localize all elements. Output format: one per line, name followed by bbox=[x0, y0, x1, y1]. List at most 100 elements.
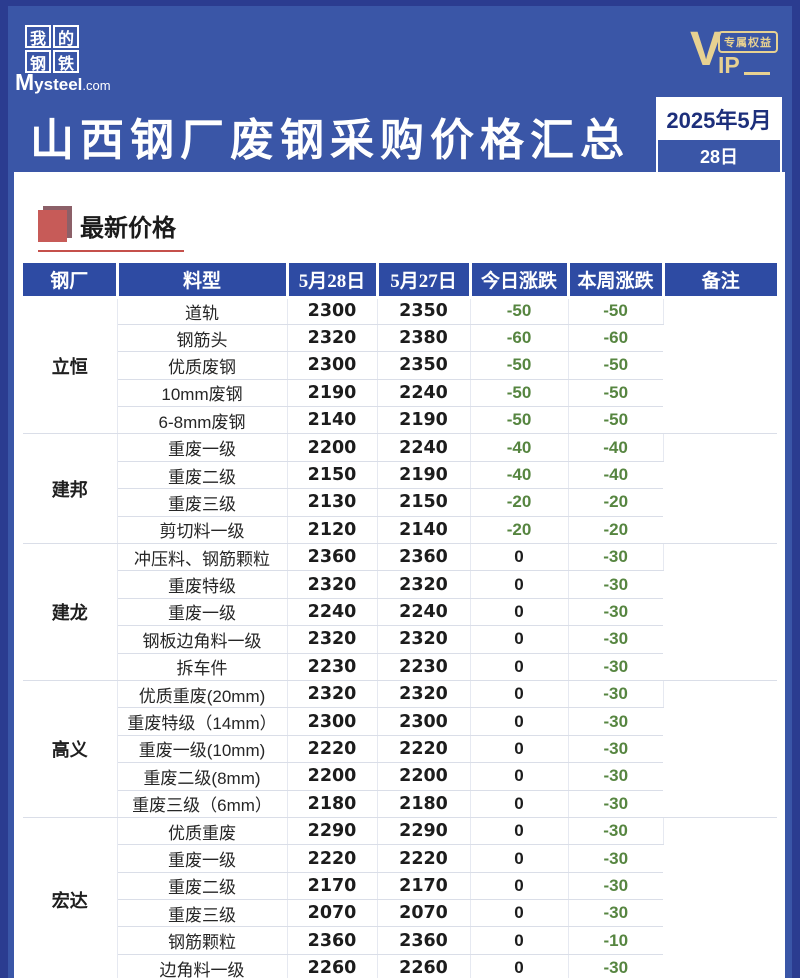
day-change-cell: -40 bbox=[470, 461, 569, 490]
material-cell: 重废三级 bbox=[117, 488, 288, 517]
mill-name-cell: 建邦 bbox=[23, 433, 118, 545]
price-today-cell: 2130 bbox=[287, 488, 378, 517]
week-change-cell: -30 bbox=[568, 543, 664, 572]
logo-domain-suffix: .com bbox=[82, 78, 111, 93]
day-change-cell: 0 bbox=[470, 735, 569, 764]
day-change-cell: -20 bbox=[470, 516, 569, 545]
day-change-cell: -40 bbox=[470, 433, 569, 462]
page-title: 山西钢厂废钢采购价格汇总 bbox=[30, 116, 630, 165]
week-change-cell: -30 bbox=[568, 817, 664, 846]
table-row: 重废三级 2070 2070 0 -30 bbox=[23, 899, 777, 928]
column-header-5: 本周涨跌 bbox=[568, 263, 665, 299]
price-today-cell: 2220 bbox=[287, 735, 378, 764]
logo-char-tie: 铁 bbox=[53, 50, 79, 73]
mill-name-cell: 建龙 bbox=[23, 543, 118, 681]
price-yesterday-cell: 2140 bbox=[377, 516, 471, 545]
week-change-cell: -40 bbox=[568, 461, 663, 490]
material-cell: 6-8mm废钢 bbox=[117, 406, 288, 435]
table-row: 钢板边角料一级 2320 2320 0 -30 bbox=[23, 625, 777, 654]
price-yesterday-cell: 2180 bbox=[377, 790, 471, 818]
week-change-cell: -50 bbox=[568, 351, 663, 380]
material-cell: 重废二级 bbox=[117, 461, 288, 490]
day-change-cell: 0 bbox=[470, 817, 569, 846]
date-month: 2025年5月 bbox=[658, 99, 780, 138]
vip-ip-letters: IP bbox=[718, 52, 740, 78]
day-change-cell: -60 bbox=[470, 324, 569, 353]
price-today-cell: 2190 bbox=[287, 379, 378, 408]
price-yesterday-cell: 2220 bbox=[377, 844, 471, 873]
column-header-1: 料型 bbox=[117, 263, 289, 299]
table-row: 高义 优质重废(20mm) 2320 2320 0 -30 bbox=[23, 680, 777, 818]
week-change-cell: -60 bbox=[568, 324, 663, 353]
column-header-3: 5月27日 bbox=[377, 263, 472, 299]
material-cell: 钢板边角料一级 bbox=[117, 625, 288, 654]
day-change-cell: 0 bbox=[470, 899, 569, 928]
week-change-cell: -30 bbox=[568, 735, 663, 764]
material-cell: 10mm废钢 bbox=[117, 379, 288, 408]
price-today-cell: 2140 bbox=[287, 406, 378, 435]
content-panel: 最新价格 钢厂 料型 5月28日 5月27日 今日涨跌 本周涨跌 备注 立恒 道轨 2300 23… bbox=[14, 172, 785, 978]
vip-right-group: 专属权益 IP bbox=[718, 31, 778, 77]
material-cell: 重废二级 bbox=[117, 872, 288, 901]
price-table-body: 立恒 道轨 2300 2350 -50 -50 钢筋头 2320 2380 -60 -60 优质废钢 2… bbox=[23, 297, 777, 978]
table-row: 重废一级(10mm) 2220 2220 0 -30 bbox=[23, 735, 777, 764]
week-change-cell: -30 bbox=[568, 625, 663, 654]
mysteel-logo: 我 的 钢 铁 Mysteel.com bbox=[15, 25, 111, 100]
table-row: 拆车件 2230 2230 0 -30 bbox=[23, 653, 777, 681]
table-row: 重废二级 2150 2190 -40 -40 bbox=[23, 461, 777, 490]
note-cell bbox=[663, 680, 777, 818]
week-change-cell: -30 bbox=[568, 653, 663, 681]
day-change-cell: 0 bbox=[470, 844, 569, 873]
week-change-cell: -40 bbox=[568, 433, 664, 462]
week-change-cell: -30 bbox=[568, 872, 663, 901]
price-today-cell: 2200 bbox=[287, 762, 378, 791]
week-change-cell: -30 bbox=[568, 790, 663, 818]
table-row: 钢筋颗粒 2360 2360 0 -10 bbox=[23, 926, 777, 955]
day-change-cell: 0 bbox=[470, 707, 569, 736]
price-yesterday-cell: 2190 bbox=[377, 406, 471, 435]
price-yesterday-cell: 2320 bbox=[377, 570, 471, 599]
top-bar: 我 的 钢 铁 Mysteel.com V 专属权益 IP bbox=[8, 6, 792, 100]
week-change-cell: -20 bbox=[568, 516, 663, 545]
price-yesterday-cell: 2320 bbox=[377, 680, 471, 709]
logo-char-wo: 我 bbox=[25, 25, 51, 48]
week-change-cell: -30 bbox=[568, 899, 663, 928]
price-today-cell: 2120 bbox=[287, 516, 378, 545]
vip-privilege-label: 专属权益 bbox=[718, 31, 778, 53]
logo-domain-m: M bbox=[15, 69, 35, 95]
day-change-cell: 0 bbox=[470, 598, 569, 627]
vip-ip-row: IP bbox=[718, 54, 778, 77]
date-box: 2025年5月 28日 bbox=[656, 97, 782, 175]
material-cell: 重废三级 bbox=[117, 899, 288, 928]
price-yesterday-cell: 2360 bbox=[377, 926, 471, 955]
day-change-cell: -20 bbox=[470, 488, 569, 517]
day-change-cell: 0 bbox=[470, 954, 569, 978]
price-yesterday-cell: 2230 bbox=[377, 653, 471, 681]
note-cell bbox=[663, 543, 777, 681]
column-header-0: 钢厂 bbox=[23, 263, 119, 299]
table-row: 重废特级 2320 2320 0 -30 bbox=[23, 570, 777, 599]
price-today-cell: 2260 bbox=[287, 954, 378, 978]
table-row: 建龙 冲压料、钢筋颗粒 2360 2360 0 -30 bbox=[23, 543, 777, 681]
material-cell: 钢筋头 bbox=[117, 324, 288, 353]
red-square-icon bbox=[38, 205, 72, 242]
material-cell: 剪切料一级 bbox=[117, 516, 288, 545]
week-change-cell: -30 bbox=[568, 680, 664, 709]
day-change-cell: 0 bbox=[470, 790, 569, 818]
vip-underline-decoration bbox=[743, 72, 770, 75]
day-change-cell: -50 bbox=[470, 297, 569, 325]
price-yesterday-cell: 2190 bbox=[377, 461, 471, 490]
price-today-cell: 2070 bbox=[287, 899, 378, 928]
day-change-cell: 0 bbox=[470, 543, 569, 572]
day-change-cell: 0 bbox=[470, 926, 569, 955]
price-today-cell: 2300 bbox=[287, 707, 378, 736]
price-today-cell: 2240 bbox=[287, 598, 378, 627]
mill-name-cell: 宏达 bbox=[23, 817, 118, 978]
mysteel-domain-text: Mysteel.com bbox=[15, 71, 111, 94]
mill-name-cell: 立恒 bbox=[23, 297, 118, 435]
price-yesterday-cell: 2350 bbox=[377, 297, 471, 325]
table-row: 10mm废钢 2190 2240 -50 -50 bbox=[23, 379, 777, 408]
day-change-cell: 0 bbox=[470, 762, 569, 791]
logo-char-gang: 钢 bbox=[25, 50, 51, 73]
